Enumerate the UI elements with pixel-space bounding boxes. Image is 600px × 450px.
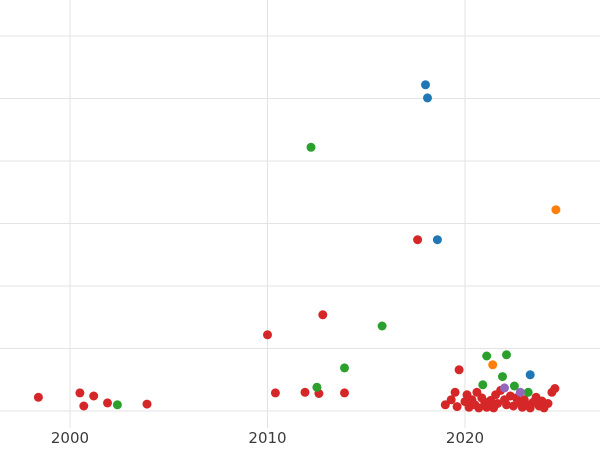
points-layer — [33, 80, 561, 413]
data-point-red — [89, 391, 99, 401]
data-point-purple — [500, 383, 509, 393]
data-point-green — [306, 142, 316, 152]
data-point-red — [263, 330, 272, 340]
data-point-red — [413, 235, 423, 245]
data-point-blue — [525, 370, 535, 380]
data-point-red — [482, 402, 492, 412]
data-point-red — [450, 387, 460, 397]
data-point-red — [79, 401, 89, 411]
data-point-green — [478, 380, 488, 390]
data-point-green — [509, 381, 519, 391]
data-point-red — [142, 399, 152, 409]
data-point-red — [446, 395, 456, 405]
data-point-green — [502, 350, 511, 360]
data-point-orange — [551, 205, 561, 215]
data-point-red — [452, 402, 462, 412]
data-point-green — [498, 372, 507, 382]
data-point-red — [454, 365, 464, 375]
data-point-green — [377, 321, 387, 331]
x-axis-labels-layer: 2000 2010 2020 — [51, 429, 484, 447]
data-point-red — [75, 388, 85, 398]
data-point-green — [312, 382, 322, 392]
data-point-red — [318, 310, 328, 320]
data-point-orange — [488, 360, 498, 370]
data-point-red — [493, 399, 503, 408]
data-point-blue — [421, 80, 430, 90]
x-axis-tick-label: 2000 — [51, 429, 89, 447]
data-point-red — [340, 388, 349, 398]
x-axis-tick-label: 2020 — [446, 429, 484, 447]
x-axis-tick-label: 2010 — [248, 429, 286, 447]
data-point-red — [33, 392, 43, 402]
data-point-red — [474, 403, 484, 413]
data-point-green — [482, 351, 492, 361]
data-point-red — [543, 399, 553, 408]
data-point-red — [440, 400, 450, 410]
data-point-red — [502, 400, 511, 410]
data-point-red — [103, 398, 112, 408]
data-point-blue — [432, 235, 442, 245]
data-point-blue — [423, 93, 432, 103]
data-point-green — [112, 400, 122, 410]
data-point-green — [340, 363, 349, 373]
data-point-red — [300, 387, 310, 397]
data-point-red — [270, 388, 280, 398]
data-point-green — [523, 387, 533, 397]
data-point-red — [550, 384, 560, 393]
data-point-purple — [515, 387, 525, 397]
gridlines-layer — [0, 0, 600, 428]
